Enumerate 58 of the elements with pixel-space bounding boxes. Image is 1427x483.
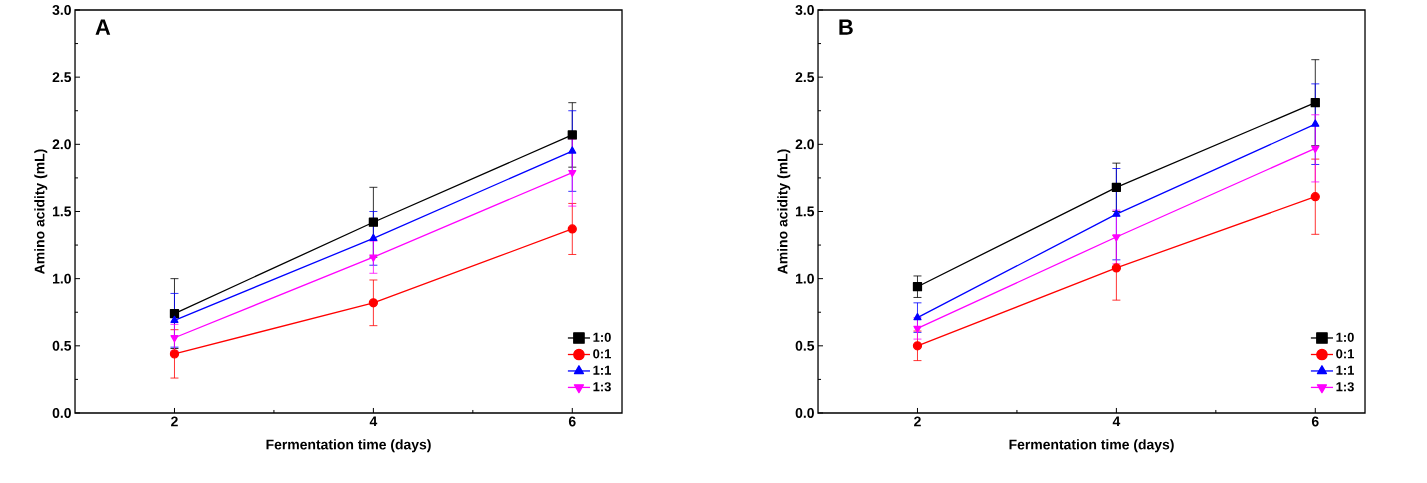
- legend-label: 1:3: [593, 382, 611, 392]
- point: [1111, 263, 1122, 273]
- y-tick-label: 2.0: [795, 139, 814, 150]
- y-tick-label: 0.5: [52, 340, 72, 351]
- point: [1112, 209, 1121, 217]
- point: [913, 312, 922, 321]
- y-tick-label: 1.0: [795, 273, 814, 284]
- legend-label: 1:1: [1336, 365, 1354, 375]
- legend-label: 1:3: [1336, 382, 1354, 392]
- point: [913, 325, 922, 333]
- y-axis-title: Amino acidity (mL): [34, 149, 48, 274]
- y-tick-label: 1.0: [52, 273, 71, 284]
- x-tick-label: 4: [1112, 416, 1121, 427]
- x-tick-label: 6: [568, 416, 576, 427]
- y-axis-title: Amino acidity (mL): [777, 149, 791, 274]
- annotation: A: [95, 19, 111, 35]
- point: [1311, 119, 1320, 127]
- y-tick-label: 1.5: [795, 206, 815, 217]
- legend-label: 1:1: [593, 365, 611, 375]
- legend-label: 1:0: [593, 332, 611, 342]
- annotation: B: [839, 19, 853, 35]
- point: [169, 349, 180, 359]
- x-tick-label: 2: [171, 416, 178, 427]
- x-axis-title: Fermentation time (days): [266, 439, 431, 453]
- point: [170, 335, 179, 343]
- y-tick-label: 0.0: [52, 408, 71, 418]
- y-tick-label: 3.0: [52, 5, 71, 15]
- legend-label: 1:0: [1336, 332, 1354, 342]
- x-tick-label: 6: [1311, 416, 1319, 427]
- point: [568, 146, 577, 154]
- y-tick-label: 2.5: [52, 72, 72, 83]
- point: [369, 233, 378, 241]
- y-tick-label: 0.5: [795, 340, 815, 351]
- point: [368, 298, 379, 308]
- x-axis-title: Fermentation time (days): [1009, 439, 1174, 453]
- point: [170, 315, 179, 323]
- x-tick-label: 4: [369, 416, 378, 427]
- point: [1112, 234, 1121, 242]
- y-tick-label: 2.5: [795, 72, 815, 83]
- point: [368, 217, 379, 227]
- point: [169, 308, 180, 319]
- y-tick-label: 1.5: [52, 206, 72, 217]
- y-tick-label: 0.0: [795, 408, 814, 418]
- y-tick-label: 3.0: [795, 5, 814, 15]
- y-tick-label: 2.0: [52, 139, 71, 150]
- point: [1310, 192, 1320, 202]
- point: [912, 341, 923, 351]
- point: [369, 254, 378, 262]
- point: [1310, 98, 1320, 108]
- legend-label: 0:1: [1336, 349, 1354, 359]
- point: [567, 224, 577, 234]
- point: [567, 130, 577, 140]
- point: [1311, 145, 1320, 153]
- point: [568, 169, 577, 178]
- point: [1111, 182, 1122, 192]
- legend-label: 0:1: [593, 349, 611, 359]
- point: [912, 282, 923, 292]
- x-tick-label: 2: [914, 416, 921, 427]
